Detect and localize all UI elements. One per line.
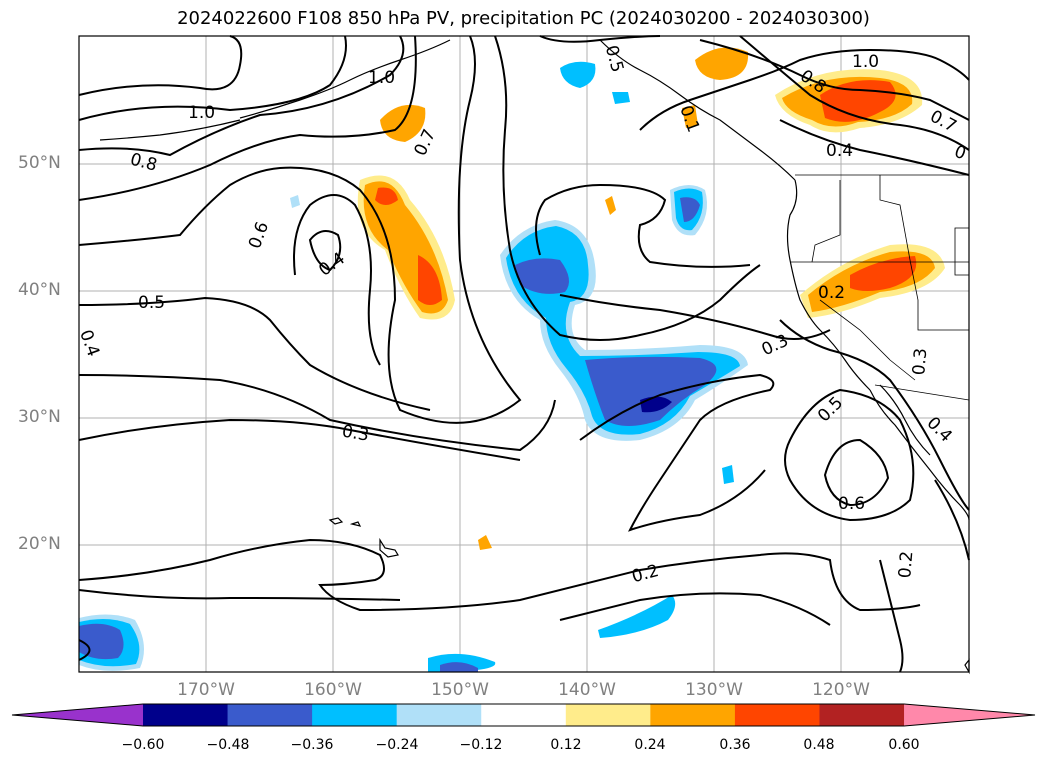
contour-label: 1.0: [368, 68, 395, 88]
contour-label: 0.2: [895, 550, 917, 579]
lat-label: 50°N: [18, 153, 61, 173]
lat-label: 40°N: [18, 280, 61, 300]
lon-label: 160°W: [304, 680, 362, 700]
colorbar-segment: [904, 704, 1035, 726]
precip-patch: [695, 47, 749, 80]
precip-patch: [560, 61, 596, 88]
contour-labels: 1.0 1.0 1.0 0.8 0.8 0.7 0.7 0.6 0.4 0.4 …: [75, 43, 968, 587]
colorbar-segment: [396, 704, 482, 726]
colorbar-tick: −0.36: [290, 737, 334, 753]
precip-patch: [290, 195, 300, 208]
colorbar-segment: [734, 704, 820, 726]
colorbar-tick: −0.60: [121, 737, 165, 753]
colorbar-segment: [650, 704, 736, 726]
lat-label: 30°N: [18, 407, 61, 427]
colorbar-segment: [481, 704, 567, 726]
precip-patch: [612, 92, 630, 104]
coastlines: [99, 39, 970, 675]
contour-label: 0.2: [818, 283, 845, 303]
contour-label: 1.0: [852, 52, 879, 72]
precip-patch: [380, 104, 426, 142]
lon-label: 140°W: [558, 680, 616, 700]
lat-label: 20°N: [18, 534, 61, 554]
precip-patch: [515, 258, 569, 294]
precip-patch: [440, 662, 478, 672]
lon-label: 170°W: [177, 680, 235, 700]
colorbar-tick: 0.12: [550, 737, 582, 753]
precip-patch: [418, 255, 442, 305]
contour-label: 1.0: [188, 103, 215, 123]
lon-label: 130°W: [685, 680, 743, 700]
contour-label: 0.5: [138, 293, 165, 313]
precip-patch: [375, 187, 398, 205]
colorbar-tick: 0.48: [803, 737, 835, 753]
precip-patch: [598, 595, 676, 638]
gridlines: [79, 36, 969, 672]
precip-patch: [682, 105, 698, 128]
colorbar-tick: 0.24: [634, 737, 666, 753]
colorbar-tick: 0.60: [888, 737, 920, 753]
colorbar-tick: −0.48: [206, 737, 250, 753]
precip-patch: [79, 623, 124, 660]
precip-patch: [850, 256, 917, 291]
precip-patch: [585, 356, 717, 426]
contour-label: 0.6: [838, 494, 865, 514]
colorbar-segment: [227, 704, 313, 726]
lon-label: 150°W: [431, 680, 489, 700]
map-frame: [79, 36, 969, 672]
precip-negative-shading: [79, 61, 748, 672]
precip-positive-shading: [357, 47, 945, 550]
colorbar-segment: [12, 704, 143, 726]
colorbar-segment: [143, 704, 229, 726]
colorbar-outline: [11, 703, 1036, 727]
pv-contours: [78, 35, 970, 673]
colorbar-segment: [312, 704, 398, 726]
colorbar-tick: 0.36: [719, 737, 751, 753]
contour-label: 0.4: [826, 141, 853, 161]
precip-patch: [605, 196, 616, 215]
map-title: 2024022600 F108 850 hPa PV, precipitatio…: [177, 8, 870, 29]
precip-patch: [478, 535, 492, 550]
colorbar-segment: [565, 704, 651, 726]
contour-label: 0.3: [909, 347, 931, 376]
colorbar-tick: −0.12: [459, 737, 503, 753]
colorbar: [11, 703, 1036, 727]
precip-patch: [722, 465, 734, 484]
precip-patch: [680, 197, 700, 222]
colorbar-tick: −0.24: [375, 737, 419, 753]
colorbar-segment: [819, 704, 905, 726]
borders: [790, 174, 970, 401]
contour-label: 0.3: [340, 421, 370, 445]
lon-label: 120°W: [812, 680, 870, 700]
